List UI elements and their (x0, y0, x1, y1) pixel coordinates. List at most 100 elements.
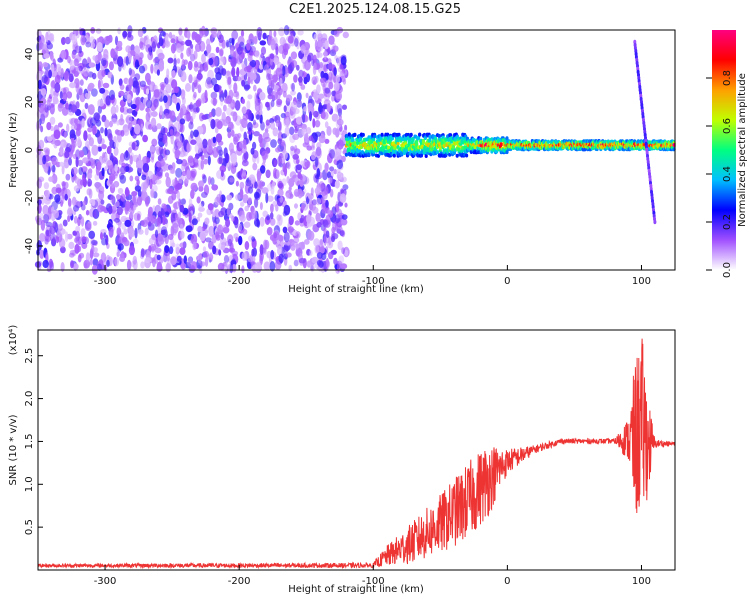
spectrogram-cell (49, 261, 54, 271)
spectrogram-cell (99, 79, 103, 88)
spectrogram-cell (185, 225, 193, 233)
x-tick-label: -200 (228, 276, 251, 287)
spectrogram-cell (333, 168, 338, 175)
spectrogram-cell (52, 95, 59, 105)
spectrogram-cell (217, 224, 224, 235)
spectrogram-cell (227, 238, 232, 247)
spectrogram-cell (164, 172, 170, 178)
spectrogram-cell (313, 238, 320, 247)
spectrogram-cell (457, 147, 461, 152)
spectrogram-cell (339, 64, 344, 70)
spectrogram-cell (53, 129, 61, 140)
spectrogram-cell (259, 202, 263, 210)
spectrogram-cell (214, 217, 220, 225)
spectrogram-cell (169, 110, 176, 121)
spectrogram-cell (275, 147, 281, 153)
spectrogram-cell (361, 132, 365, 137)
spectrogram-cell (217, 262, 225, 271)
spectrogram-cell (110, 194, 115, 204)
spectrogram-cell (64, 157, 69, 163)
spectrogram-cell (62, 86, 70, 94)
spectrogram-cell (114, 140, 119, 149)
spectrogram-cell (63, 70, 70, 82)
spectrogram-cell (221, 68, 227, 77)
spectrogram-cell (316, 221, 322, 228)
spectrogram-cell (129, 209, 134, 219)
spectrogram-cell (172, 222, 179, 234)
spectrogram-cell (82, 157, 89, 164)
spectrogram-cell (241, 48, 247, 55)
spectrogram-cell (264, 64, 269, 72)
spectrogram-cell (307, 102, 313, 110)
spectrogram-cell (219, 165, 227, 173)
spectrogram-cell (137, 196, 142, 206)
spectrogram-cell (173, 201, 178, 211)
spectrogram-cell (278, 234, 284, 242)
spectrogram-cell (332, 45, 339, 52)
spectrogram-cell (64, 181, 69, 189)
spectrogram-cell (226, 206, 231, 218)
spectrogram-cell (117, 243, 124, 251)
spectrogram-cell (67, 55, 71, 64)
spectrogram-cell (40, 40, 48, 51)
spectrogram-cell (45, 162, 50, 168)
spectrogram-cell (106, 160, 113, 166)
spectrogram-cell (287, 35, 294, 44)
spectrogram-cell (176, 102, 181, 112)
spectrogram-cell (224, 89, 228, 98)
spectrogram-cell (261, 187, 269, 194)
spectrogram-cell (341, 155, 346, 163)
colorbar-ticks: 0.0 0.2 0.4 0.6 0.8 (706, 70, 733, 278)
spectrogram-cell (329, 149, 336, 159)
spectrogram-cell (78, 150, 84, 158)
spectrogram-cell (236, 67, 240, 78)
spectrogram-cell (66, 143, 72, 153)
colorbar: 0.0 0.2 0.4 0.6 0.8 Normalized spectral ampl… (706, 30, 748, 278)
spectrogram-cell (316, 51, 320, 59)
spectrogram-cell (270, 121, 276, 130)
spectrogram-cell (235, 194, 241, 201)
spectrogram-cell (306, 73, 311, 83)
spectrogram-cell (336, 208, 343, 219)
spectrogram-cell (202, 64, 209, 72)
spectrogram-cell (393, 143, 397, 148)
spectrogram-cell (76, 86, 83, 95)
spectrogram-cell (288, 215, 294, 226)
spectrogram-cell (198, 203, 203, 212)
spectrogram-cell (126, 259, 132, 271)
spectrogram-cell (156, 167, 163, 177)
spectrogram-cell (100, 232, 103, 240)
snr-x-ticks: -300 -200 -100 0 100 (94, 565, 651, 587)
spectrogram-cell (45, 31, 49, 43)
spectrogram-cell (151, 215, 157, 224)
spectrogram-cell (179, 107, 184, 119)
spectrogram-cell (306, 145, 313, 151)
spectrogram-cell (233, 82, 238, 94)
spectrogram-cell (279, 36, 286, 46)
spectrogram-cell (265, 169, 271, 179)
spectrogram-cell (328, 71, 333, 81)
spectrogram-cell (83, 263, 88, 269)
spectrogram-cell (157, 225, 161, 234)
spectrogram-cell (118, 200, 124, 207)
spectrogram-cell (199, 261, 206, 267)
spectrogram-cell (306, 214, 312, 224)
spectrogram-cell (176, 190, 181, 200)
spectrogram-cell (251, 248, 255, 257)
spectrogram-cell (285, 116, 290, 128)
spectrogram-cell (298, 69, 304, 78)
spectrogram-cell (105, 35, 111, 42)
spectrogram-cell (449, 133, 453, 138)
spectrogram-cell (244, 205, 249, 212)
spectrogram-cell (43, 213, 49, 224)
spectrogram-cell (220, 207, 227, 216)
spectrogram-cell (126, 108, 133, 114)
spectrogram-cell (428, 138, 432, 142)
spectrogram-cell (62, 219, 68, 227)
spectrogram-cell (104, 127, 108, 137)
snr-frame (37, 329, 676, 571)
spectrogram-cell (160, 236, 167, 242)
spectrogram-cell (140, 123, 144, 132)
spectrogram-cell (270, 203, 274, 213)
spectrogram-cell (130, 50, 136, 56)
